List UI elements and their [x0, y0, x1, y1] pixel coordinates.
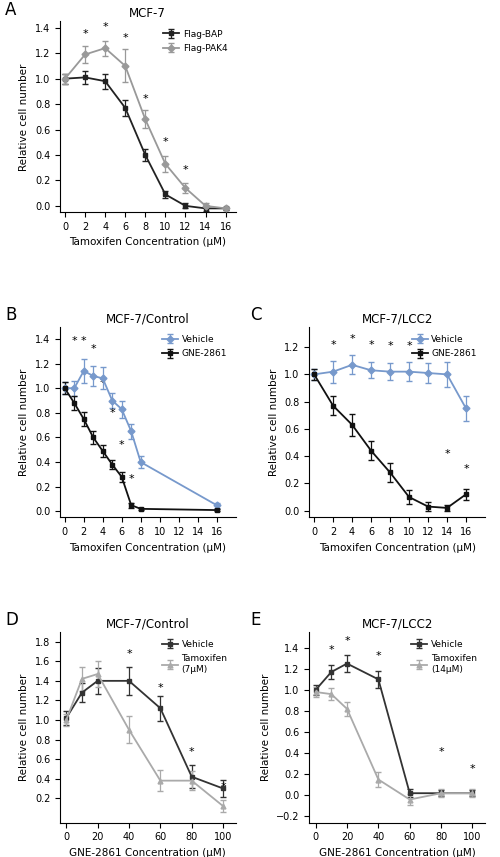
Text: C: C — [250, 306, 262, 324]
Y-axis label: Relative cell number: Relative cell number — [20, 674, 30, 781]
X-axis label: Tamoxifen Concentration (μM): Tamoxifen Concentration (μM) — [70, 237, 226, 248]
Text: *: * — [162, 137, 168, 147]
X-axis label: GNE-2861 Concentration (μM): GNE-2861 Concentration (μM) — [319, 848, 476, 857]
X-axis label: GNE-2861 Concentration (μM): GNE-2861 Concentration (μM) — [70, 848, 226, 857]
Text: *: * — [376, 651, 381, 662]
Text: *: * — [126, 650, 132, 659]
Text: *: * — [388, 341, 393, 351]
Text: *: * — [406, 341, 412, 351]
Text: A: A — [5, 1, 16, 19]
Title: MCF-7/Control: MCF-7/Control — [106, 313, 190, 326]
Text: *: * — [82, 29, 88, 39]
X-axis label: Tamoxifen Concentration (μM): Tamoxifen Concentration (μM) — [70, 542, 226, 553]
Text: *: * — [119, 440, 124, 450]
Text: B: B — [5, 306, 16, 324]
Text: *: * — [72, 337, 77, 346]
Text: *: * — [100, 378, 105, 388]
Text: *: * — [220, 782, 226, 793]
Y-axis label: Relative cell number: Relative cell number — [20, 63, 30, 171]
Text: *: * — [122, 33, 128, 43]
Text: *: * — [110, 408, 115, 417]
Text: *: * — [81, 337, 86, 346]
Y-axis label: Relative cell number: Relative cell number — [260, 674, 270, 781]
Text: *: * — [368, 340, 374, 350]
Text: E: E — [250, 611, 260, 629]
Text: *: * — [182, 165, 188, 176]
Text: *: * — [158, 682, 163, 692]
Text: *: * — [438, 747, 444, 758]
Text: *: * — [330, 340, 336, 350]
Text: *: * — [328, 645, 334, 655]
Legend: Vehicle, Tamoxifen
(7μM): Vehicle, Tamoxifen (7μM) — [158, 637, 231, 678]
Legend: Vehicle, Tamoxifen
(14μM): Vehicle, Tamoxifen (14μM) — [408, 637, 480, 678]
Text: *: * — [470, 764, 476, 774]
Title: MCF-7/Control: MCF-7/Control — [106, 618, 190, 631]
Text: *: * — [463, 464, 469, 474]
Text: D: D — [5, 611, 18, 629]
Text: *: * — [102, 21, 108, 32]
X-axis label: Tamoxifen Concentration (μM): Tamoxifen Concentration (μM) — [318, 542, 476, 553]
Title: MCF-7/LCC2: MCF-7/LCC2 — [362, 618, 433, 631]
Text: *: * — [90, 344, 96, 354]
Text: *: * — [444, 449, 450, 458]
Legend: Flag-BAP, Flag-PAK4: Flag-BAP, Flag-PAK4 — [160, 26, 231, 57]
Text: *: * — [189, 747, 194, 758]
Y-axis label: Relative cell number: Relative cell number — [268, 369, 278, 476]
Text: *: * — [344, 636, 350, 645]
Legend: Vehicle, GNE-2861: Vehicle, GNE-2861 — [158, 331, 231, 362]
Legend: Vehicle, GNE-2861: Vehicle, GNE-2861 — [408, 331, 480, 362]
Text: *: * — [350, 334, 355, 345]
Y-axis label: Relative cell number: Relative cell number — [20, 369, 30, 476]
Title: MCF-7: MCF-7 — [130, 7, 166, 21]
Text: *: * — [142, 94, 148, 104]
Title: MCF-7/LCC2: MCF-7/LCC2 — [362, 313, 433, 326]
Text: *: * — [128, 474, 134, 484]
